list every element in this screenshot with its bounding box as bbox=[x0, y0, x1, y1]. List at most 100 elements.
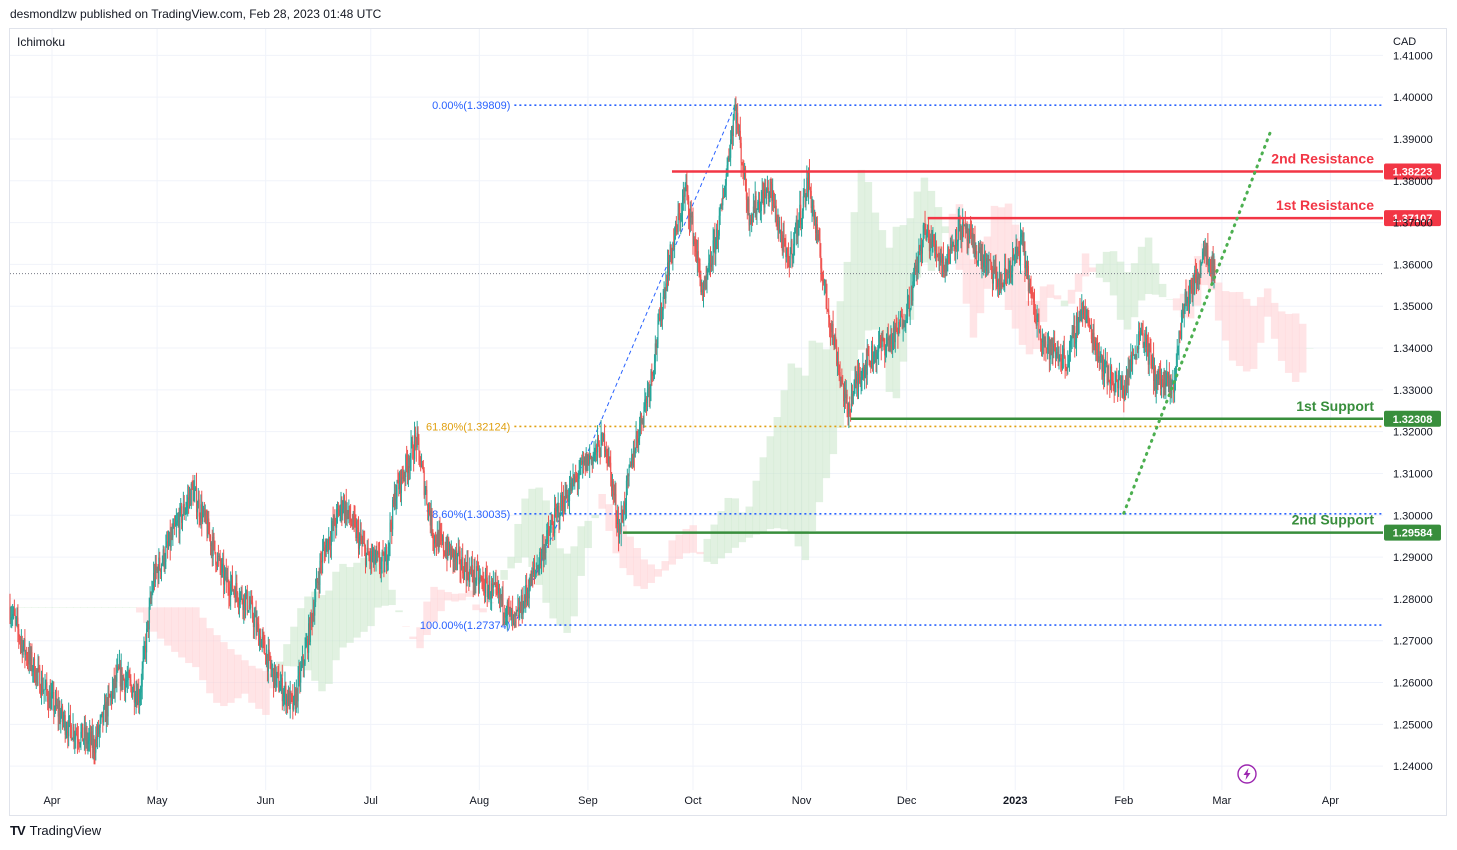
candle-body bbox=[709, 258, 712, 268]
cloud-segment bbox=[1158, 283, 1167, 298]
candle-body bbox=[93, 738, 95, 753]
candle-body bbox=[844, 388, 846, 398]
candle-body bbox=[227, 576, 229, 588]
candle-body bbox=[231, 575, 233, 591]
candle-body bbox=[982, 255, 984, 268]
candle-body bbox=[335, 525, 337, 528]
candle-body bbox=[596, 444, 598, 453]
cloud-segment bbox=[1305, 348, 1314, 349]
candle-body bbox=[608, 456, 610, 464]
candle-body bbox=[1033, 301, 1036, 319]
indicator-label[interactable]: Ichimoku bbox=[17, 35, 65, 49]
cloud-segment bbox=[717, 511, 726, 559]
trend-line[interactable] bbox=[1122, 129, 1273, 515]
candle-body bbox=[1180, 331, 1182, 339]
candle-body bbox=[1118, 376, 1120, 378]
candle-body bbox=[875, 347, 877, 360]
candle-body bbox=[888, 338, 890, 341]
price-tag-label: 1.37107 bbox=[1393, 213, 1433, 225]
candle-body bbox=[753, 206, 755, 213]
cloud-segment bbox=[178, 607, 186, 658]
candle-body bbox=[765, 188, 767, 196]
candle-body bbox=[838, 364, 840, 373]
candle-body bbox=[666, 283, 668, 288]
candle-body bbox=[202, 508, 205, 513]
candle-body bbox=[166, 541, 168, 547]
resistance-name-label: 2nd Resistance bbox=[1271, 150, 1374, 166]
candle-body bbox=[900, 314, 902, 317]
cloud-segment bbox=[1277, 311, 1286, 361]
candle-body bbox=[941, 256, 943, 264]
candle-body bbox=[181, 506, 183, 523]
candle-body bbox=[323, 547, 325, 550]
candle-body bbox=[445, 549, 447, 556]
candle-body bbox=[77, 739, 79, 743]
footer-brand[interactable]: TV TradingView bbox=[10, 823, 101, 838]
candle-body bbox=[716, 228, 719, 240]
candle-body bbox=[751, 214, 754, 216]
candle-body bbox=[102, 711, 104, 723]
candle-body bbox=[1193, 277, 1195, 294]
cloud-segment bbox=[731, 498, 740, 548]
candle-body bbox=[572, 474, 574, 480]
candle-body bbox=[695, 242, 697, 252]
candle-body bbox=[390, 522, 392, 527]
candle-body bbox=[898, 322, 900, 335]
candle-body bbox=[605, 449, 607, 451]
cloud-segment bbox=[199, 617, 207, 681]
candle-body bbox=[25, 652, 27, 655]
candle-body bbox=[1081, 302, 1083, 320]
candle-body bbox=[910, 286, 912, 309]
candle-body bbox=[846, 394, 848, 404]
candle-body bbox=[478, 577, 480, 585]
candle-body bbox=[142, 657, 144, 669]
lightning-icon[interactable] bbox=[1237, 764, 1257, 784]
candle-body bbox=[533, 567, 535, 574]
candle-body bbox=[835, 337, 837, 347]
candle-body bbox=[223, 563, 225, 585]
candle-body bbox=[351, 525, 353, 527]
candle-body bbox=[239, 593, 241, 603]
candle-body bbox=[684, 188, 686, 197]
candle-body bbox=[494, 582, 496, 585]
candle-body bbox=[935, 244, 937, 254]
candle-body bbox=[899, 322, 901, 327]
candle-body bbox=[924, 223, 926, 232]
candle-body bbox=[41, 677, 43, 693]
candle-body bbox=[797, 221, 799, 237]
candle-body bbox=[790, 240, 792, 254]
candle-body bbox=[492, 584, 494, 588]
candle-body bbox=[973, 235, 975, 250]
cloud-segment bbox=[689, 525, 697, 553]
candle-body bbox=[1001, 283, 1003, 285]
candle-body bbox=[1024, 241, 1026, 269]
candle-body bbox=[789, 253, 791, 268]
price-tick-label: 1.27000 bbox=[1393, 636, 1433, 648]
candle-body bbox=[1165, 383, 1167, 387]
candle-body bbox=[559, 515, 561, 520]
candle-body bbox=[164, 561, 166, 566]
candle-body bbox=[708, 262, 710, 273]
candle-body bbox=[443, 551, 445, 553]
candle-body bbox=[748, 198, 750, 226]
cloud-segment bbox=[941, 226, 950, 234]
cloud-segment bbox=[864, 182, 873, 331]
candle-body bbox=[14, 615, 16, 619]
candle-body bbox=[646, 398, 648, 404]
candle-body bbox=[689, 213, 691, 223]
cloud-segment bbox=[241, 660, 249, 694]
candle-body bbox=[653, 370, 655, 376]
candle-body bbox=[727, 159, 729, 166]
candle-body bbox=[1126, 378, 1128, 385]
candle-body bbox=[524, 596, 526, 602]
candle-body bbox=[619, 528, 621, 533]
candle-body bbox=[1146, 338, 1149, 344]
candle-body bbox=[189, 492, 191, 506]
candle-body bbox=[154, 563, 156, 583]
candle-body bbox=[925, 231, 927, 240]
candle-body bbox=[927, 224, 929, 234]
candle-body bbox=[167, 544, 170, 546]
candle-body bbox=[1063, 348, 1065, 357]
candle-body bbox=[677, 213, 679, 233]
